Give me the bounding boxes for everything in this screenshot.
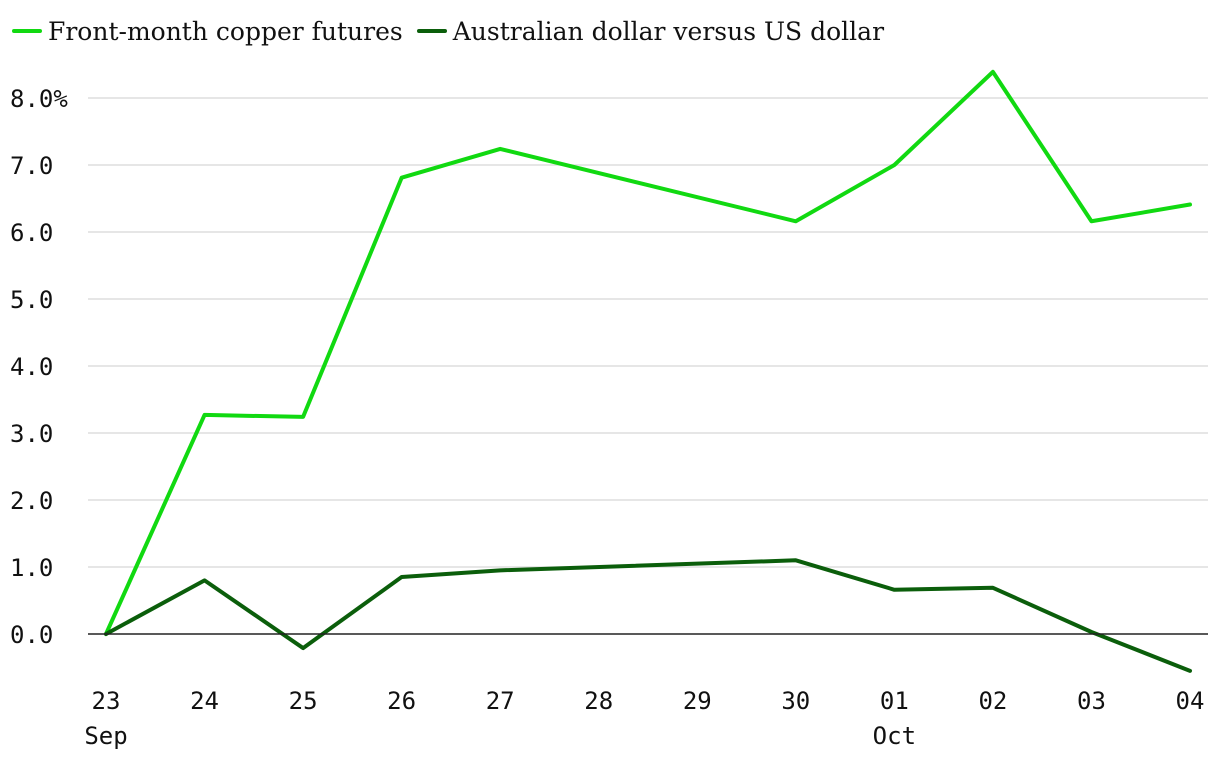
series-line-0	[104, 69, 1192, 636]
legend-swatch-aud	[416, 29, 447, 33]
y-tick-label: 0.0	[10, 621, 53, 649]
x-tick-label: 30	[781, 687, 810, 715]
legend-label-aud: Australian dollar versus US dollar	[452, 16, 885, 46]
x-tick-label: 26	[387, 687, 416, 715]
y-tick-label: 3.0	[10, 420, 53, 448]
legend-swatch-copper	[12, 29, 42, 33]
x-tick-label: 04	[1176, 687, 1205, 715]
x-tick-label: 01	[880, 687, 909, 715]
y-tick-label: 1.0	[10, 554, 53, 582]
y-tick-label: 7.0	[10, 152, 53, 180]
x-tick-label: 25	[289, 687, 318, 715]
legend-item-aud: Australian dollar versus US dollar	[416, 16, 885, 46]
y-tick-label: 2.0	[10, 487, 53, 515]
legend: Front-month copper futures Australian do…	[12, 14, 884, 48]
series-line-1	[104, 558, 1192, 673]
y-tick-label: 4.0	[10, 353, 53, 381]
x-tick-label: 28	[584, 687, 613, 715]
x-tick-sublabel: Oct	[873, 722, 916, 750]
x-tick-label: 24	[190, 687, 219, 715]
y-tick-label: 5.0	[10, 286, 53, 314]
legend-label-copper: Front-month copper futures	[48, 16, 403, 46]
y-tick-label: 6.0	[10, 219, 53, 247]
x-tick-label: 03	[1077, 687, 1106, 715]
x-tick-label: 02	[978, 687, 1007, 715]
x-tick-label: 23	[92, 687, 121, 715]
legend-item-copper: Front-month copper futures	[12, 17, 403, 46]
x-tick-sublabel: Sep	[84, 722, 127, 750]
x-tick-label: 27	[486, 687, 515, 715]
x-tick-label: 29	[683, 687, 712, 715]
y-tick-label: 8.0%	[10, 85, 68, 113]
